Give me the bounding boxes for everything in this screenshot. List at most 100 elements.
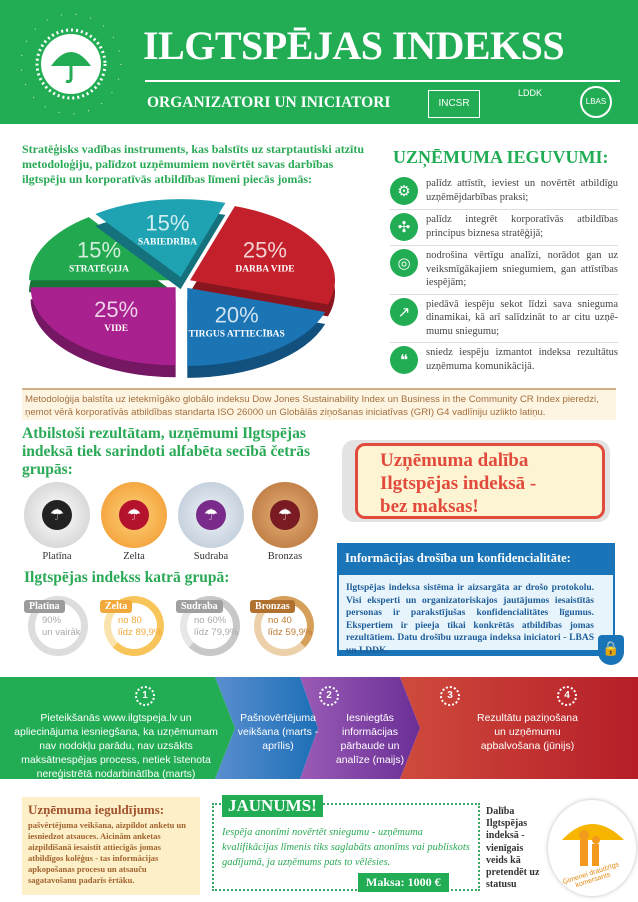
security-text: Ilgtspējas indeksa sistēma ir aizsargāta… (346, 583, 594, 656)
umbrella-icon: ☂ (196, 500, 226, 530)
free-line: Uzņēmuma dalība (380, 450, 529, 471)
benefit-item: ❝ sniedz iespēju izmantot indeksa rezultā… (390, 343, 618, 378)
pie-category-label: SABIEDRĪBA (138, 236, 197, 247)
group-range: 90% un vairāk (42, 615, 81, 639)
benefits-list: ⚙ palīdz attīstīt, ieviest un novērtēt at… (390, 174, 618, 378)
pie-slice-top (187, 287, 326, 366)
group-tag: Sudraba (176, 600, 223, 613)
groups-title: Atbilstoši rezultātam, uzņēmumi Ilgtspēj… (22, 425, 311, 478)
status-text: Dalība Ilgtspējas indeksā - vienīgais ve… (486, 806, 540, 891)
step-4-text: Rezultātu paziņošana un uzņēmumu apbalvo… (477, 712, 578, 752)
divider (145, 80, 620, 82)
step-1-bg (0, 677, 235, 779)
range-line: no 60% (194, 615, 227, 626)
step-2-text: Pašnovērtējuma veikšana (marts - aprīlis… (237, 712, 319, 752)
pie-category-label: VIDE (104, 324, 128, 334)
gold-medal: ☂ (101, 482, 167, 548)
index-title: Ilgtspējas indekss katrā grupā: (24, 569, 230, 586)
pie-value-label: 25% (243, 238, 287, 263)
group-tag: Bronzas (250, 600, 295, 613)
index-logo (20, 13, 122, 115)
pie-slice-top (190, 206, 336, 305)
range-line: līdz 79,9% (194, 627, 239, 638)
incsr-logo: INCSR (428, 90, 480, 118)
page-title: ILGTSPĒJAS INDEKSS (143, 23, 565, 68)
group-range: no 60% līdz 79,9% (194, 615, 238, 639)
step-number: 1 (135, 686, 155, 706)
pie-slice (190, 206, 336, 317)
platinum-medal: ☂ (24, 482, 90, 548)
group-range: no 40 līdz 59,9% (268, 615, 312, 639)
step-2-bg (215, 677, 318, 779)
umbrella-icon: ☂ (270, 500, 300, 530)
lock-icon: 🔒 (598, 635, 624, 665)
pie-slice (95, 199, 226, 290)
price-tag: Maksa: 1000 € (358, 873, 449, 892)
news-box (212, 803, 480, 891)
family-friendly-badge: Ģimenei draudzīgs komersants (548, 800, 636, 896)
benefit-text: sniedz iespēju izmantot indeksa rezultā­… (426, 347, 618, 372)
pie-value-label: 15% (145, 210, 189, 235)
medal-label: Platīna (42, 551, 72, 562)
medal-label: Bronzas (267, 551, 303, 562)
security-title: Informācijas drošība un konfidencialitāt… (337, 543, 615, 575)
pie-value-label: 15% (77, 238, 121, 263)
step-number: 3 (440, 686, 460, 706)
group-range: no 80 līdz 89,9% (118, 615, 162, 639)
free-line: Ilgtspējas indeksā - (380, 473, 537, 494)
benefit-item: ⚙ palīdz attīstīt, ieviest un novērtēt at… (390, 174, 618, 210)
pie-slice-top (95, 199, 226, 278)
benefits-title: UZŅĒMUMA IEGUVUMI: (393, 147, 609, 167)
gears-icon: ⚙ (390, 177, 418, 205)
growth-arrow-icon: ↗ (390, 297, 418, 326)
target-icon: ◎ (390, 249, 418, 277)
range-line: no 40 (268, 615, 292, 626)
news-text: Iespēja anonīmi novērtēt sniegumu - uzņē… (222, 827, 470, 868)
intro-text: Stratēģisks vadības instruments, kas bal… (22, 142, 365, 186)
news-tag: JAUNUMS! (222, 795, 323, 817)
benefit-text: palīdz attīstīt, ieviest un novērtēt atb… (426, 178, 618, 203)
range-line: līdz 89,9% (118, 627, 163, 638)
benefit-text: piedāvā iespēju sekot līdzi sava sniegum… (426, 298, 618, 337)
range-line: no 80 (118, 615, 142, 626)
methodology-note: Metodoloģija balstīta uz ietekmīgāko glo… (22, 388, 616, 420)
ring-platinum (28, 596, 88, 656)
pie-slice (28, 217, 174, 293)
benefit-item: ✣ palīdz integrēt korporatīvās atbildības… (390, 210, 618, 246)
ring-silver (180, 596, 240, 656)
pie-category-label: STRATĒĢIJA (69, 264, 129, 275)
benefit-item: ◎ nodrošina vērtīgu analīzi, norādot gan … (390, 246, 618, 295)
medal-label: Sudraba (193, 551, 229, 562)
group-tag: Zelta (100, 600, 133, 613)
group-tag: Platīna (24, 600, 65, 613)
pie-slice-top (28, 217, 174, 281)
investment-box: Uzņēmuma ieguldījums: pašvērtējuma veikš… (22, 797, 200, 895)
lddk-logo: LDDK (517, 88, 542, 98)
pie-slice (30, 287, 176, 378)
free-callout: Uzņēmuma dalība Ilgtspējas indeksā - bez… (355, 443, 605, 519)
investment-text: pašvērtējuma veikšana, aizpildot anketu … (28, 820, 186, 885)
medal-label: Zelta (123, 551, 145, 562)
range-line: līdz 59,9% (268, 627, 313, 638)
pie-slice (187, 287, 326, 378)
step-1-text: Pieteikšanās www.ilgtspeja.lv un aplieci… (14, 712, 218, 780)
pie-value-label: 20% (215, 302, 259, 327)
benefit-text: nodrošina vērtīgu analīzi, norādot gan u… (426, 250, 618, 288)
umbrella-icon: ☂ (42, 500, 72, 530)
silver-medal: ☂ (178, 482, 244, 548)
benefit-item: ↗ piedāvā iespēju sekot līdzi sava sniegu… (390, 295, 618, 343)
umbrella-icon: ☂ (119, 500, 149, 530)
ring-gold (104, 596, 164, 656)
lbas-logo: LBAS (580, 86, 612, 118)
benefit-text: palīdz integrēt korporatīvās atbildības … (426, 214, 618, 239)
step-number: 2 (319, 686, 339, 706)
step-number: 4 (557, 686, 577, 706)
step-4-bg (400, 677, 638, 779)
bronze-medal: ☂ (252, 482, 318, 548)
pie-category-label: DARBA VIDE (235, 265, 294, 275)
pie-category-label: TIRGUS ATTIECĪBAS (189, 328, 285, 339)
range-line: 90% (42, 615, 62, 626)
organizers-heading: ORGANIZATORI UN INICIATORI (147, 94, 391, 111)
investment-title: Uzņēmuma ieguldījums: (28, 802, 165, 817)
